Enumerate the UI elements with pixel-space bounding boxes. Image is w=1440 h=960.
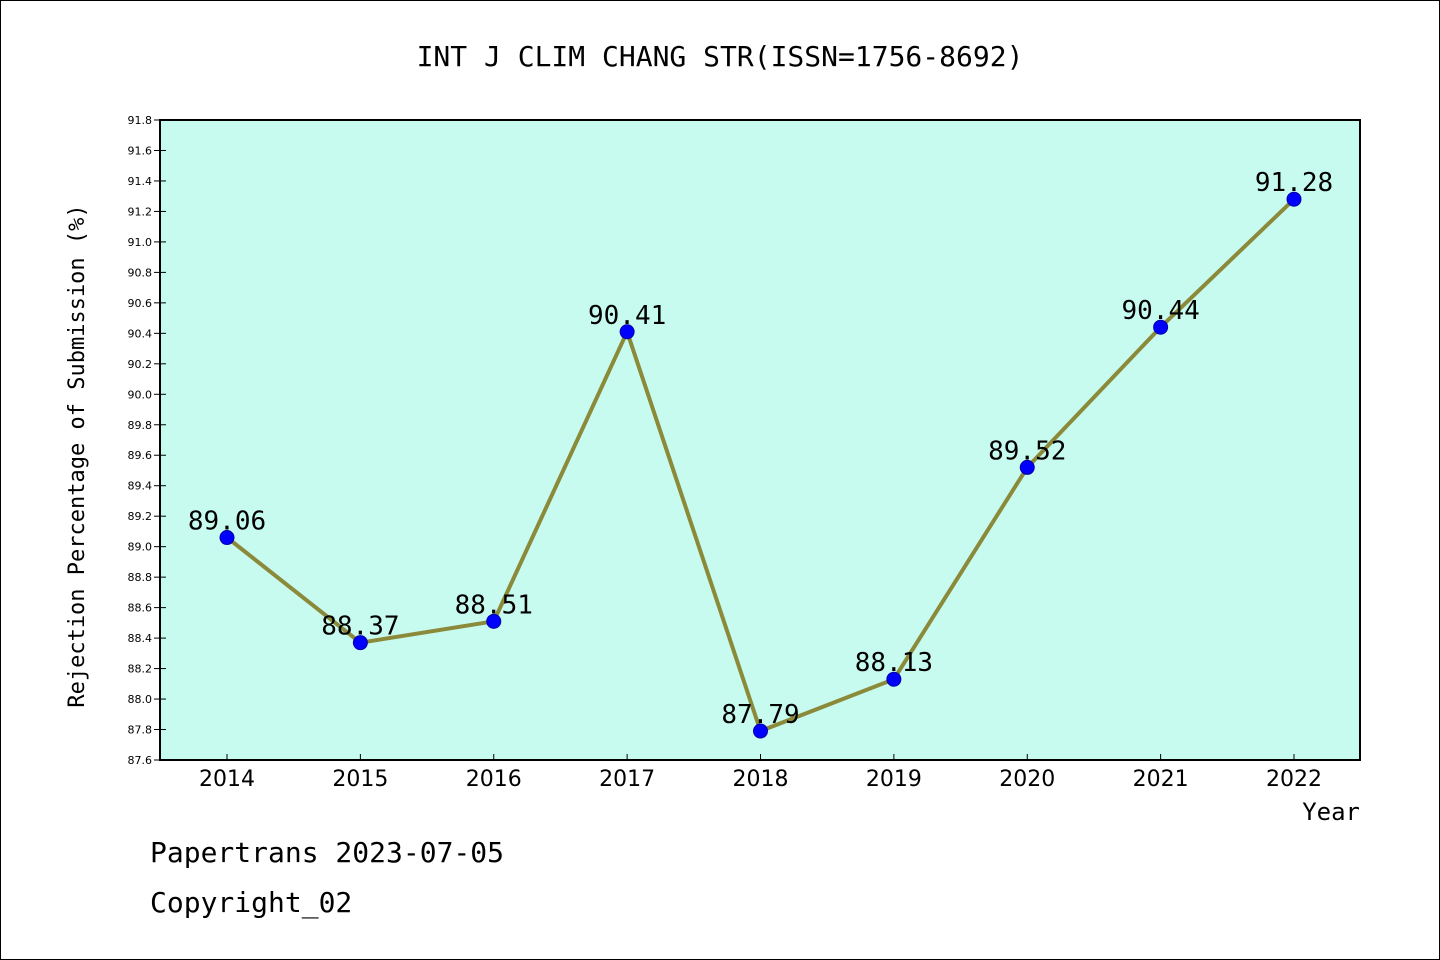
y-tick-label: 88.2 — [128, 663, 153, 676]
data-label: 89.06 — [188, 507, 266, 537]
data-point — [1153, 319, 1169, 335]
y-tick-label: 91.4 — [128, 175, 153, 188]
y-tick-label: 91.8 — [128, 114, 153, 127]
y-tick-label: 87.6 — [128, 754, 153, 767]
data-point — [219, 530, 235, 546]
y-tick-label: 90.0 — [128, 388, 153, 401]
footer-copyright: Copyright_02 — [150, 886, 353, 919]
x-tick-label: 2018 — [733, 767, 789, 792]
y-tick-label: 87.8 — [128, 724, 153, 737]
y-tick-label: 90.4 — [128, 327, 153, 340]
footer-date: Papertrans 2023-07-05 — [150, 836, 505, 869]
series-line: 89.06 88.37 88.51 90.41 87.79 88.13 89.52 90.44… — [188, 168, 1333, 739]
y-axis-label: Rejection Percentage of Submission (%) — [65, 204, 90, 707]
y-tick-label: 89.8 — [128, 419, 153, 432]
x-tick-label: 2015 — [332, 767, 388, 792]
data-label: 89.52 — [988, 436, 1066, 466]
x-tick-label: 2020 — [999, 767, 1055, 792]
y-tick-label: 89.6 — [128, 449, 153, 462]
data-point — [352, 635, 368, 651]
data-point — [486, 613, 502, 629]
x-tick-label: 2014 — [199, 767, 255, 792]
y-tick-label: 89.4 — [128, 480, 153, 493]
data-label: 90.41 — [588, 301, 666, 331]
data-point — [886, 671, 902, 687]
data-point — [753, 723, 768, 739]
y-tick-label: 90.6 — [128, 297, 153, 310]
x-tick-label: 2017 — [599, 767, 655, 792]
x-axis-label: Year — [1302, 798, 1360, 826]
data-point — [1019, 459, 1035, 475]
y-axis: 87.6 87.8 88.0 88.2 88.4 88.6 88.8 89.0 89.2 89.4… — [128, 114, 166, 767]
y-tick-label: 90.2 — [128, 358, 153, 371]
data-label: 88.13 — [855, 648, 933, 678]
data-label: 91.28 — [1255, 168, 1333, 198]
x-tick-label: 2016 — [466, 767, 522, 792]
y-tick-label: 88.6 — [128, 602, 153, 615]
y-tick-label: 88.0 — [128, 693, 153, 706]
chart-title: INT J CLIM CHANG STR(ISSN=1756-8692) — [417, 40, 1024, 73]
x-tick-label: 2022 — [1266, 767, 1322, 792]
x-axis: 2014 2015 2016 2017 2018 2019 2020 2021 2022 — [199, 754, 1322, 792]
data-point — [1286, 191, 1302, 207]
y-tick-label: 89.2 — [128, 510, 153, 523]
y-tick-label: 91.6 — [128, 144, 153, 157]
data-point — [619, 324, 635, 340]
data-label: 88.37 — [321, 612, 399, 642]
y-tick-label: 90.8 — [128, 266, 153, 279]
x-tick-label: 2019 — [866, 767, 922, 792]
x-tick-label: 2021 — [1133, 767, 1189, 792]
y-tick-label: 89.0 — [128, 541, 153, 554]
data-label: 88.51 — [455, 590, 533, 620]
data-label: 87.79 — [721, 700, 799, 730]
plot-area — [159, 119, 1361, 761]
data-label: 90.44 — [1121, 296, 1199, 326]
y-tick-label: 88.4 — [128, 632, 153, 645]
y-tick-label: 91.0 — [128, 236, 153, 249]
y-tick-label: 91.2 — [128, 205, 153, 218]
y-tick-label: 88.8 — [128, 571, 153, 584]
